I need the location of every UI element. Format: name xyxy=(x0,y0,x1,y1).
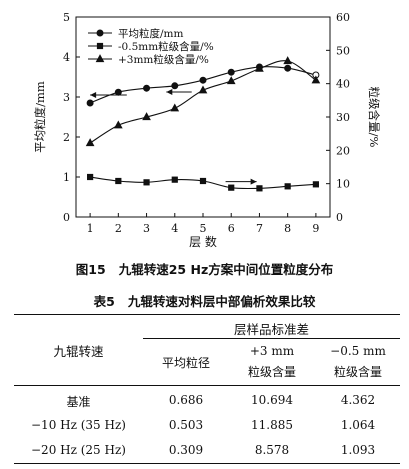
y-right-tick-label: 0 xyxy=(336,211,343,224)
legend-marker xyxy=(95,54,105,63)
series-line xyxy=(89,66,317,104)
column-group-header: 层样品标准差 xyxy=(233,322,309,337)
cell-value: 4.362 xyxy=(340,393,376,407)
data-point xyxy=(142,112,151,121)
y-right-tick-label: 50 xyxy=(336,44,350,57)
table-top-rule xyxy=(14,314,400,316)
data-point xyxy=(115,177,122,185)
x-tick-label: 8 xyxy=(284,222,291,235)
col-header-minus05-line1: −0.5 mm xyxy=(330,344,386,358)
table-header-rule xyxy=(14,385,400,386)
figure-title: 九辊转速25 Hz方案中间位置粒度分布 xyxy=(118,262,334,277)
col-header-plus3-line2: 粒级含量 xyxy=(247,365,296,379)
data-point xyxy=(113,120,123,129)
cell-value: 1.064 xyxy=(340,418,376,432)
row-header-label: 九辊转速 xyxy=(53,344,104,359)
row-label: −20 Hz (25 Hz) xyxy=(31,443,126,457)
row-label: −10 Hz (35 Hz) xyxy=(31,418,126,432)
x-tick-label: 9 xyxy=(312,222,319,235)
series-circle xyxy=(86,63,320,107)
x-tick-label: 6 xyxy=(228,222,235,235)
data-point xyxy=(114,88,122,96)
row-label: 基准 xyxy=(66,395,91,409)
legend-label: 平均粒度/mm xyxy=(118,27,183,40)
table-number: 表5 xyxy=(93,294,115,309)
cell-value: 11.885 xyxy=(251,418,293,432)
col-header-mean-size: 平均粒径 xyxy=(161,356,210,370)
x-tick-label: 2 xyxy=(115,222,122,235)
legend-label: +3mm粒级含量/% xyxy=(118,53,209,66)
legend-marker xyxy=(96,42,104,50)
y-left-tick-label: 5 xyxy=(63,11,70,24)
data-point xyxy=(143,179,150,186)
cell-value: 1.093 xyxy=(340,443,376,457)
cell-value: 0.686 xyxy=(168,393,204,407)
data-point xyxy=(227,68,235,76)
data-point xyxy=(284,183,291,190)
data-point xyxy=(226,76,236,85)
x-tick-label: 4 xyxy=(171,222,178,235)
legend-marker xyxy=(96,29,104,37)
cell-value: 8.578 xyxy=(254,443,290,457)
x-axis-label: 层 数 xyxy=(189,234,217,249)
data-point xyxy=(284,64,292,72)
y-left-tick-label: 3 xyxy=(63,91,70,104)
x-tick-label: 5 xyxy=(200,222,207,235)
y-right-tick-label: 20 xyxy=(336,144,350,157)
data-point xyxy=(198,85,208,94)
chart-series xyxy=(85,56,321,192)
cell-value: 0.503 xyxy=(168,418,204,432)
figure-caption: 图15 九辊转速25 Hz方案中间位置粒度分布 xyxy=(0,259,409,278)
col-header-minus05-line2: 粒级含量 xyxy=(333,365,382,379)
data-point xyxy=(255,63,264,72)
data-point xyxy=(312,181,319,188)
data-point xyxy=(171,82,179,90)
data-point xyxy=(143,84,151,92)
y-left-tick-label: 4 xyxy=(63,51,70,64)
data-point xyxy=(228,184,235,191)
data-point xyxy=(256,185,263,192)
x-tick-label: 1 xyxy=(87,222,94,235)
x-tick-label: 3 xyxy=(143,222,150,235)
data-point xyxy=(85,138,95,147)
y-left-tick-label: 2 xyxy=(63,131,70,144)
data-point xyxy=(199,177,207,185)
y-axis-label-left: 平均粒度/mm xyxy=(33,81,47,153)
col-header-plus3-line1: +3 mm xyxy=(249,344,295,358)
data-point xyxy=(171,176,178,183)
series-square xyxy=(87,173,319,192)
chart-legend: 平均粒度/mm-0.5mm粒级含量/%+3mm粒级含量/% xyxy=(88,27,214,66)
cell-value: 0.309 xyxy=(168,443,204,457)
y-axis-label-right: 粒级含量/% xyxy=(367,87,381,148)
y-right-tick-label: 40 xyxy=(336,78,350,91)
axis-indicator-arrowhead xyxy=(250,178,257,185)
y-right-tick-label: 10 xyxy=(336,178,350,191)
y-left-tick-label: 0 xyxy=(63,211,70,224)
x-tick-label: 7 xyxy=(256,222,263,235)
data-point xyxy=(283,56,293,65)
data-point xyxy=(311,75,321,84)
data-point xyxy=(170,103,180,112)
legend-label: -0.5mm粒级含量/% xyxy=(118,40,214,53)
table-group-rule xyxy=(143,338,400,339)
table-caption: 表5 九辊转速对料层中部偏析效果比较 xyxy=(0,291,409,310)
data-point xyxy=(199,76,207,84)
y-left-tick-label: 1 xyxy=(63,171,70,184)
y-right-tick-label: 60 xyxy=(336,11,350,24)
data-point xyxy=(86,99,94,107)
figure-number: 图15 xyxy=(75,262,106,277)
table-bottom-rule xyxy=(14,463,400,465)
series-triangle xyxy=(85,56,321,147)
table-title: 九辊转速对料层中部偏析效果比较 xyxy=(127,294,316,309)
cell-value: 10.694 xyxy=(251,393,293,407)
axis-indicator-arrowhead xyxy=(166,89,173,95)
axis-indicator-arrowhead xyxy=(90,92,97,98)
data-point xyxy=(87,173,94,181)
y-right-tick-label: 30 xyxy=(336,111,350,124)
series-line xyxy=(89,60,317,144)
